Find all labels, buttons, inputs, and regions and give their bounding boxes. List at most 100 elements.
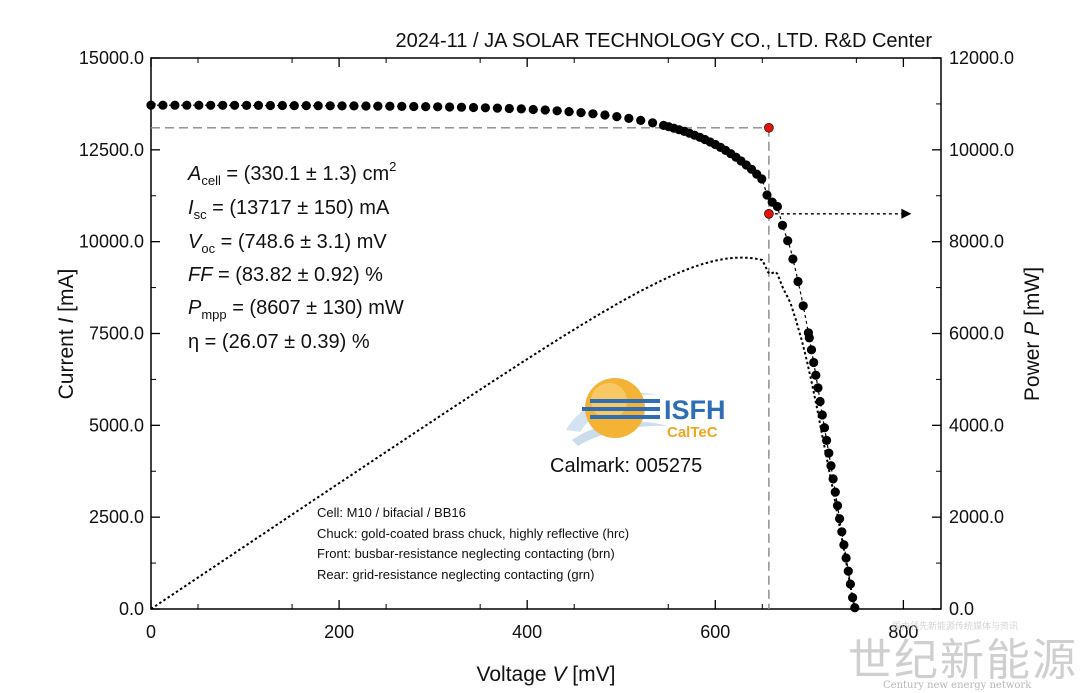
y2-tick-label: 2000.0 bbox=[949, 507, 1004, 527]
iv-point bbox=[206, 100, 216, 110]
iv-point bbox=[835, 514, 845, 524]
logo-stripe-2 bbox=[582, 407, 660, 411]
y-axis-title-pre: Current bbox=[55, 324, 78, 400]
stat-voc-sym: V bbox=[188, 231, 203, 253]
iv-point bbox=[313, 101, 323, 111]
iv-point bbox=[772, 201, 783, 212]
iv-point bbox=[839, 540, 849, 550]
x-tick-label: 200 bbox=[324, 622, 354, 642]
iv-point bbox=[793, 276, 803, 287]
iv-point bbox=[636, 115, 646, 125]
note-cell: Cell: M10 / bifacial / BB16 bbox=[317, 505, 466, 520]
iv-point bbox=[504, 103, 514, 114]
iv-point bbox=[385, 101, 395, 111]
iv-data-points bbox=[146, 100, 860, 613]
stat-area-val: = (330.1 ± 1.3) cm bbox=[221, 163, 389, 185]
mpp-arrow-head bbox=[901, 208, 912, 219]
iv-point bbox=[552, 106, 562, 116]
stat-eta: η = (26.07 ± 0.39) % bbox=[188, 331, 370, 353]
stat-isc-sym: I bbox=[188, 197, 194, 219]
note-rear: Rear: grid-resistance neglecting contact… bbox=[317, 567, 594, 582]
x-axis-title-var: V bbox=[552, 663, 568, 686]
x-axis-title-pre: Voltage bbox=[477, 663, 553, 686]
y2-axis-title-var: P bbox=[1021, 322, 1044, 336]
stat-isc: Isc = (13717 ± 150) mA bbox=[188, 197, 390, 222]
x-tick-label: 800 bbox=[888, 622, 918, 642]
stat-pmpp-sub: mpp bbox=[201, 307, 226, 322]
iv-point bbox=[817, 410, 827, 420]
iv-point bbox=[409, 101, 419, 112]
iv-point bbox=[624, 113, 634, 123]
stat-voc: Voc = (748.6 ± 3.1) mV bbox=[188, 231, 387, 256]
iv-point bbox=[850, 603, 860, 613]
iv-point bbox=[819, 423, 830, 433]
x-axis-title-unit: [mV] bbox=[566, 663, 615, 686]
mpp-current-marker bbox=[764, 122, 774, 133]
y2-axis-title: Power P [mW] bbox=[1021, 267, 1044, 401]
y-tick-label: 2500.0 bbox=[89, 507, 144, 527]
iv-point bbox=[182, 100, 192, 110]
iv-point bbox=[265, 100, 275, 111]
watermark-english: Century new energy network bbox=[883, 680, 1032, 691]
y2-tick-label: 8000.0 bbox=[949, 232, 1004, 252]
stat-area: Acell = (330.1 ± 1.3) cm2 bbox=[187, 159, 396, 188]
y-tick-label: 15000.0 bbox=[79, 48, 144, 68]
iv-point bbox=[788, 254, 798, 264]
watermark-chinese: 世纪新能源网 bbox=[848, 635, 1080, 686]
stat-isc-val: = (13717 ± 150) mA bbox=[207, 197, 390, 219]
mpp-guides bbox=[151, 127, 770, 609]
iv-point bbox=[361, 101, 371, 111]
iv-point bbox=[301, 101, 311, 111]
y-axis-title: Current I [mA] bbox=[55, 269, 78, 400]
x-tick-label: 400 bbox=[512, 622, 542, 642]
iv-point bbox=[648, 118, 658, 128]
logo-stripe-1 bbox=[590, 399, 660, 403]
stat-pmpp: Pmpp = (8607 ± 130) mW bbox=[188, 297, 404, 322]
stat-area-sym: A bbox=[187, 163, 201, 185]
iv-point bbox=[588, 109, 598, 119]
stat-area-sub: cell bbox=[201, 173, 221, 188]
notes-block: Cell: M10 / bifacial / BB16 Chuck: gold-… bbox=[317, 505, 629, 582]
iv-point bbox=[757, 174, 767, 184]
y-tick-label: 12500.0 bbox=[79, 140, 144, 160]
stat-isc-sub: sc bbox=[194, 207, 208, 222]
iv-point bbox=[540, 105, 550, 115]
iv-point bbox=[397, 101, 407, 111]
iv-point bbox=[170, 100, 180, 110]
y2-tick-label: 6000.0 bbox=[949, 324, 1004, 344]
iv-point bbox=[277, 100, 287, 111]
y-axis-left: 0.0 2500.0 5000.0 7500.0 10000.0 12500.0 15000… bbox=[79, 48, 160, 619]
stat-ff-val: = (83.82 ± 0.92) % bbox=[212, 264, 383, 286]
calmark: Calmark: 005275 bbox=[550, 455, 702, 477]
mpp-arrow bbox=[768, 208, 912, 219]
y2-axis-title-pre: Power bbox=[1021, 336, 1044, 401]
iv-point bbox=[528, 104, 538, 115]
iv-point bbox=[576, 108, 586, 118]
x-tick-label: 600 bbox=[700, 622, 730, 642]
iv-point bbox=[813, 383, 823, 393]
logo-sub-text: CalTeC bbox=[667, 424, 718, 441]
iv-point bbox=[230, 100, 240, 110]
x-tick-label: 0 bbox=[146, 622, 156, 642]
y2-tick-label: 4000.0 bbox=[949, 415, 1004, 435]
stats-block: Acell = (330.1 ± 1.3) cm2 Isc = (13717 ±… bbox=[187, 159, 404, 353]
logo-stripe-3 bbox=[590, 415, 660, 419]
iv-point bbox=[456, 102, 467, 112]
iv-point bbox=[421, 102, 431, 112]
iv-point bbox=[468, 102, 479, 113]
iv-point bbox=[837, 527, 847, 537]
y-tick-label: 5000.0 bbox=[89, 415, 144, 435]
y2-tick-label: 0.0 bbox=[949, 599, 974, 619]
stat-ff: FF = (83.82 ± 0.92) % bbox=[188, 264, 383, 286]
x-axis: 0 200 400 600 800 bbox=[146, 58, 918, 642]
iv-point bbox=[289, 101, 299, 111]
isfh-logo: ISFH CalTeC bbox=[566, 378, 726, 446]
x-axis-title: Voltage V [mV] bbox=[477, 663, 616, 686]
iv-point bbox=[848, 593, 858, 603]
iv-point bbox=[146, 100, 156, 110]
iv-point bbox=[806, 345, 817, 355]
stat-pmpp-val: = (8607 ± 130) mW bbox=[227, 297, 404, 319]
iv-point bbox=[815, 396, 825, 407]
iv-point bbox=[783, 236, 793, 246]
mpp-power-marker bbox=[764, 208, 774, 219]
